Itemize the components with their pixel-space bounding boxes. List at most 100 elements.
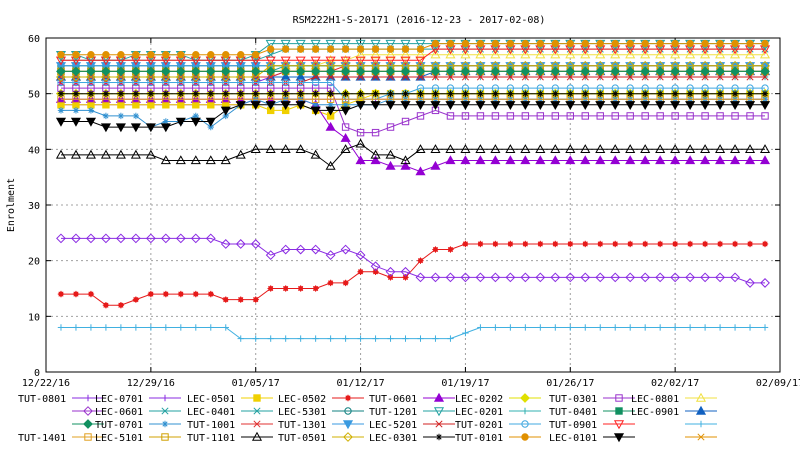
data-point <box>550 49 561 59</box>
data-point <box>535 144 546 154</box>
data-point <box>476 39 485 48</box>
data-point <box>625 62 636 72</box>
data-point <box>207 90 214 97</box>
data-point <box>640 66 651 77</box>
data-point <box>716 324 724 331</box>
data-point <box>685 272 696 283</box>
data-point <box>130 72 141 82</box>
series-lec-0301 <box>57 90 769 97</box>
legend-entry: LEC-5101 <box>95 433 181 444</box>
data-point <box>417 90 424 97</box>
data-point <box>237 78 245 87</box>
data-point <box>445 49 456 59</box>
data-point <box>490 62 501 72</box>
legend-label: LEC-0901 <box>631 407 679 418</box>
data-point <box>715 155 726 165</box>
data-point <box>445 101 456 111</box>
data-point <box>400 66 411 77</box>
legend-entry: LEC-5301 <box>278 407 364 418</box>
data-point <box>625 272 636 283</box>
data-point <box>521 39 530 48</box>
legend-entry <box>685 433 717 441</box>
legend-entry: TUT-1201 <box>369 407 455 418</box>
data-point <box>761 90 769 97</box>
legend-swatch-marker <box>342 420 354 430</box>
data-point <box>700 49 711 59</box>
data-point <box>761 324 769 331</box>
legend-entry: LEC-0701 <box>95 394 181 405</box>
data-point <box>385 160 396 170</box>
data-point <box>355 56 366 66</box>
data-point <box>521 112 530 120</box>
data-point <box>102 78 110 87</box>
data-point <box>505 66 516 77</box>
legend-entry <box>72 419 104 429</box>
data-point <box>641 240 649 248</box>
data-point <box>190 72 201 82</box>
x-tick-label: 02/02/17 <box>651 378 699 389</box>
legend-label: LEC-0202 <box>455 394 503 405</box>
legend-swatch-marker <box>435 433 443 441</box>
data-point <box>505 155 516 165</box>
data-point <box>265 56 276 66</box>
data-point <box>310 62 321 72</box>
data-point <box>280 39 291 49</box>
data-point <box>56 233 66 244</box>
data-point <box>207 78 215 87</box>
data-point <box>566 112 574 120</box>
data-point <box>715 49 726 59</box>
legend-label: TUT-0501 <box>278 433 326 444</box>
data-point <box>716 39 724 48</box>
series-tut-0101 <box>57 39 769 59</box>
data-point <box>310 56 321 66</box>
data-point <box>731 324 739 331</box>
data-point <box>597 90 604 97</box>
data-point <box>641 90 649 97</box>
data-point <box>295 62 306 72</box>
data-point <box>222 90 229 97</box>
x-tick-label: 02/09/17 <box>756 378 800 389</box>
data-point <box>145 72 156 82</box>
data-point <box>730 49 741 59</box>
data-point <box>744 144 756 154</box>
data-point <box>310 244 321 255</box>
data-point <box>415 39 426 49</box>
data-point <box>611 39 619 48</box>
data-point <box>117 302 125 309</box>
legend-swatch-marker <box>253 394 261 402</box>
data-point <box>372 90 379 97</box>
data-point <box>340 132 351 142</box>
data-point <box>506 112 515 120</box>
data-point <box>130 233 141 244</box>
data-point <box>312 285 319 292</box>
data-point <box>100 62 111 72</box>
data-point <box>402 90 409 97</box>
data-point <box>87 107 95 114</box>
data-point <box>56 72 66 82</box>
data-point <box>670 155 681 165</box>
data-point <box>581 39 589 48</box>
data-point <box>580 62 591 72</box>
data-point <box>55 117 67 127</box>
legend-label: LEC-5201 <box>369 420 417 431</box>
data-point <box>759 101 771 111</box>
data-point <box>416 45 425 53</box>
data-point <box>147 290 155 298</box>
data-point <box>387 335 394 342</box>
data-point <box>595 49 606 59</box>
data-point <box>355 66 366 77</box>
legend-entry: LEC-0801 <box>631 392 717 405</box>
data-point <box>311 45 320 53</box>
chart-title: RSM222H1-S-20171 (2016-12-23 - 2017-02-0… <box>293 15 546 26</box>
data-point <box>686 324 694 331</box>
data-point <box>357 335 364 342</box>
data-point <box>671 112 679 120</box>
data-point <box>100 123 111 133</box>
legend-entry <box>72 406 104 416</box>
data-point <box>567 240 574 248</box>
data-point <box>57 324 65 331</box>
data-point <box>610 144 621 154</box>
data-point <box>87 51 95 59</box>
data-point <box>477 324 484 331</box>
data-point <box>205 62 216 72</box>
